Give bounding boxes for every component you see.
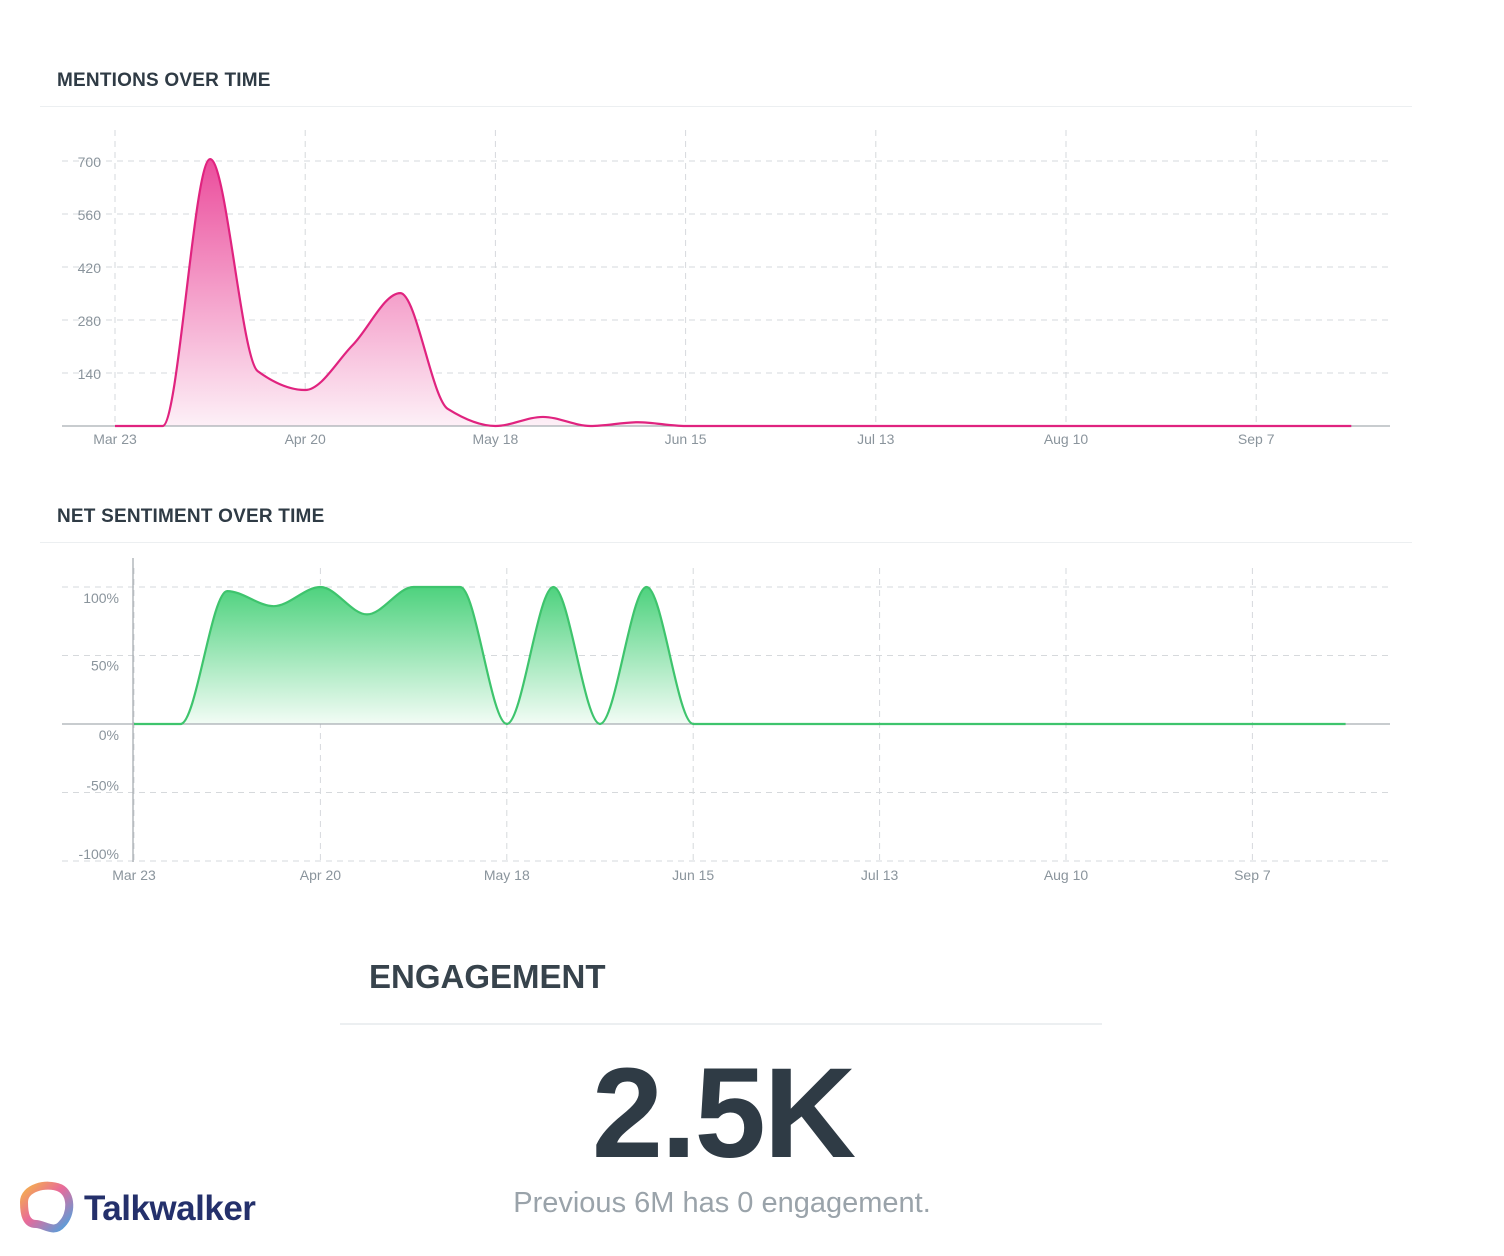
mentions-title: MENTIONS OVER TIME <box>57 70 271 91</box>
y-tick-label: 280 <box>78 313 102 329</box>
x-tick-label: Jun 15 <box>665 431 707 447</box>
area-fill <box>134 587 1346 724</box>
y-tick-label: 700 <box>78 154 102 170</box>
x-tick-label: Aug 10 <box>1044 867 1089 883</box>
y-tick-label: 420 <box>78 260 102 276</box>
x-tick-label: Apr 20 <box>300 867 341 883</box>
x-tick-label: May 18 <box>472 431 518 447</box>
x-tick-label: Sep 7 <box>1238 431 1275 447</box>
mentions-chart: Mar 23 Apr 20 May 18 Jun 15 Jul 13 Aug 10 Sep … <box>62 130 1390 447</box>
x-tick-label: Mar 23 <box>93 431 137 447</box>
area-fill <box>115 159 1352 426</box>
y-tick-label: -100% <box>79 846 119 862</box>
y-tick-label: 100% <box>83 590 119 606</box>
sentiment-title: NET SENTIMENT OVER TIME <box>57 506 325 527</box>
x-tick-label: Apr 20 <box>285 431 326 447</box>
x-tick-label: Mar 23 <box>112 867 156 883</box>
series-line <box>115 158 1352 428</box>
brand-name: Talkwalker <box>84 1189 256 1228</box>
x-tick-label: Jul 13 <box>857 431 895 447</box>
divider <box>40 542 1412 543</box>
talkwalker-logo: Talkwalker <box>16 1180 256 1238</box>
x-tick-label: Jul 13 <box>861 867 899 883</box>
x-tick-label: Aug 10 <box>1044 431 1089 447</box>
engagement-subtitle: Previous 6M has 0 engagement. <box>513 1187 931 1219</box>
y-tick-label: 560 <box>78 207 102 223</box>
x-tick-label: May 18 <box>484 867 530 883</box>
engagement-value: 2.5K <box>591 1042 856 1185</box>
y-tick-label: 140 <box>78 366 102 382</box>
divider <box>40 106 1412 107</box>
sentiment-chart: Mar 23 Apr 20 May 18 Jun 15 Jul 13 Aug 10 Sep … <box>62 558 1390 883</box>
y-tick-label: -50% <box>86 778 119 794</box>
x-tick-label: Jun 15 <box>672 867 714 883</box>
y-tick-label: 50% <box>91 658 119 674</box>
x-tick-label: Sep 7 <box>1234 867 1271 883</box>
y-tick-label: 0% <box>99 727 119 743</box>
engagement-title: ENGAGEMENT <box>369 958 606 995</box>
divider <box>340 1023 1102 1025</box>
talkwalker-logo-icon <box>19 1181 74 1233</box>
series-line <box>133 585 1346 726</box>
